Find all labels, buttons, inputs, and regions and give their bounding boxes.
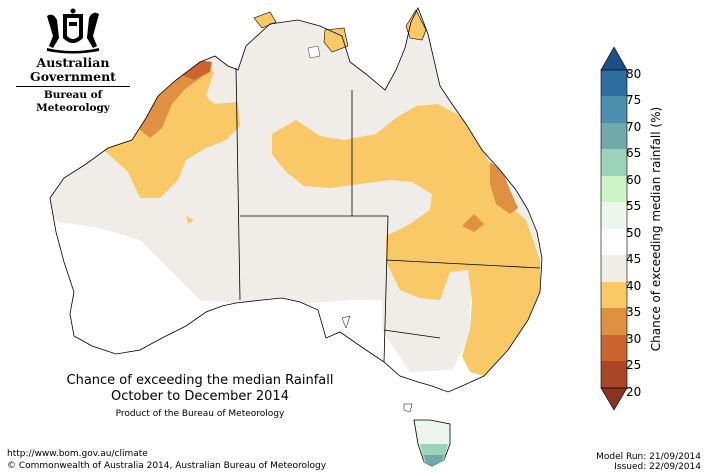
logo-divider bbox=[16, 86, 130, 87]
map-title: Chance of exceeding the median Rainfall bbox=[66, 373, 334, 388]
legend-tick-25: 25 bbox=[626, 358, 641, 372]
bureau-title: Bureau of Meteorology bbox=[36, 89, 110, 114]
legend-tick-65: 65 bbox=[626, 146, 641, 160]
legend-tick-20: 20 bbox=[626, 385, 641, 399]
legend-tick-45: 45 bbox=[626, 252, 641, 266]
map-product-line: Product of the Bureau of Meteorology bbox=[115, 409, 285, 419]
map-period: October to December 2014 bbox=[111, 389, 289, 404]
issued-date: Issued: 22/09/2014 bbox=[614, 462, 701, 472]
copyright-notice: © Commonwealth of Australia 2014, Austra… bbox=[7, 461, 327, 471]
mainland-outline bbox=[49, 7, 543, 393]
legend-title: Chance of exceeding median rainfall (%) bbox=[649, 107, 663, 351]
legend-tick-55: 55 bbox=[626, 199, 641, 213]
legend-tick-40: 40 bbox=[626, 279, 641, 293]
legend-tick-35: 35 bbox=[626, 305, 641, 319]
legend-tick-50: 50 bbox=[626, 226, 641, 240]
legend-tick-30: 30 bbox=[626, 332, 641, 346]
government-title: Australian Government bbox=[30, 55, 116, 84]
tasmania-south-core bbox=[424, 455, 444, 466]
mainland-bands bbox=[50, 8, 542, 392]
legend-tick-75: 75 bbox=[626, 93, 641, 107]
legend-colorbar: 80 75 70 65 60 55 50 45 40 35 30 25 20 C… bbox=[600, 46, 663, 411]
climate-url-link[interactable]: http://www.bom.gov.au/climate bbox=[7, 449, 148, 459]
legend-tick-60: 60 bbox=[626, 173, 641, 187]
model-run-date: Model Run: 21/09/2014 bbox=[596, 452, 701, 462]
state-borders bbox=[235, 67, 541, 363]
legend-tick-80: 80 bbox=[626, 67, 641, 81]
legend-tick-70: 70 bbox=[626, 120, 641, 134]
agency-logo: Australian Government Bureau of Meteorol… bbox=[10, 8, 136, 115]
coat-of-arms-icon bbox=[47, 8, 99, 54]
